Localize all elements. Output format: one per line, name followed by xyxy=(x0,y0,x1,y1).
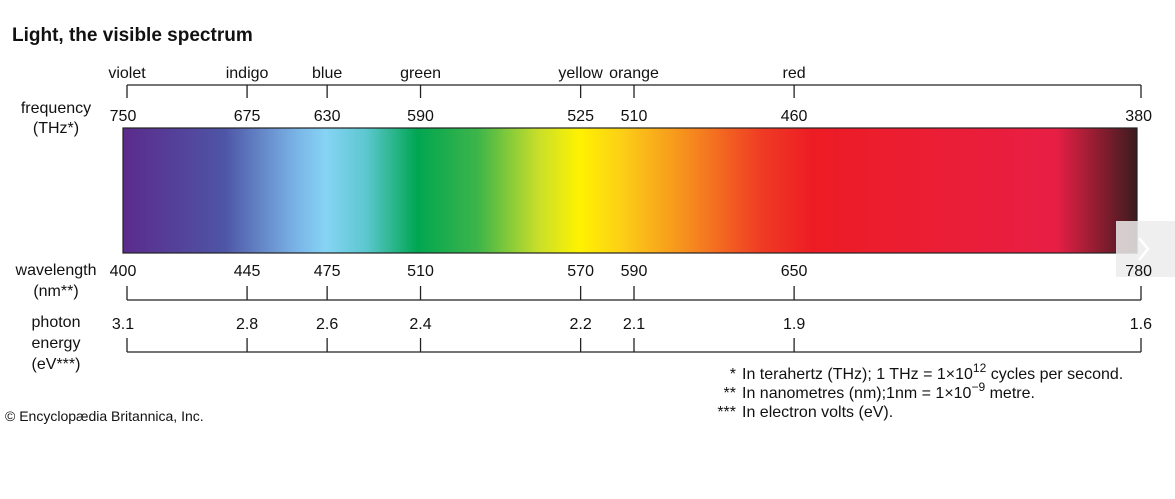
energy-label: 3.1 xyxy=(112,316,134,333)
spectrum-bar xyxy=(122,127,1138,254)
footnote-text: metre. xyxy=(985,385,1035,402)
row-label: wavelength xyxy=(15,262,97,279)
frequency-label: 525 xyxy=(567,108,594,125)
frequency-label: 510 xyxy=(621,108,648,125)
color-name: indigo xyxy=(226,65,269,82)
row-label: photon xyxy=(32,314,81,331)
footnote-text: In terahertz (THz); 1 THz = 1×10 xyxy=(742,366,973,383)
footnote-text: In electron volts (eV). xyxy=(742,404,893,421)
footnote-marker: *** xyxy=(717,404,736,421)
next-button[interactable] xyxy=(1116,221,1175,277)
wavelength-label: 780 xyxy=(1125,263,1152,280)
frequency-label: 675 xyxy=(234,108,261,125)
footnote-marker: * xyxy=(730,366,736,383)
copyright: © Encyclopædia Britannica, Inc. xyxy=(5,408,204,424)
wavelength-label: 475 xyxy=(314,263,341,280)
energy-label: 2.2 xyxy=(570,316,592,333)
wavelength-label: 650 xyxy=(781,263,808,280)
color-name: blue xyxy=(312,65,342,82)
energy-label: 2.8 xyxy=(236,316,258,333)
energy-label: 2.6 xyxy=(316,316,338,333)
color-name: green xyxy=(400,65,441,82)
footnote-sup: −9 xyxy=(971,380,985,394)
color-name: violet xyxy=(108,65,146,82)
energy-label: 1.6 xyxy=(1130,316,1152,333)
next-button-bg[interactable] xyxy=(1116,221,1175,277)
frequency-label: 460 xyxy=(781,108,808,125)
energy-label: 2.1 xyxy=(623,316,645,333)
energy-label: 2.4 xyxy=(409,316,431,333)
wavelength-label: 445 xyxy=(234,263,261,280)
frequency-label: 750 xyxy=(110,108,137,125)
footnote-marker: ** xyxy=(724,385,736,402)
frequency-label: 590 xyxy=(407,108,434,125)
footnote-text: cycles per second. xyxy=(986,366,1123,383)
row-label: (eV***) xyxy=(32,356,81,373)
row-labels: frequency (THz*) wavelength (nm**) photo… xyxy=(15,100,97,373)
footnote: In nanometres (nm);1nm = 1×10−9 metre. xyxy=(742,380,1035,402)
wavelength-label: 400 xyxy=(110,263,137,280)
next-chevron[interactable] xyxy=(1138,237,1150,261)
title: Light, the visible spectrum xyxy=(12,25,253,46)
footnotes: * In terahertz (THz); 1 THz = 1×1012 cyc… xyxy=(717,361,1123,421)
footnote-text: In nanometres (nm);1nm = 1×10 xyxy=(742,385,972,402)
wavelength-label: 570 xyxy=(567,263,594,280)
row-label: (nm**) xyxy=(33,283,78,300)
row-label: (THz*) xyxy=(33,120,79,137)
frequency-label: 630 xyxy=(314,108,341,125)
color-name: red xyxy=(783,65,806,82)
color-name: orange xyxy=(609,65,659,82)
energy-label: 1.9 xyxy=(783,316,805,333)
wavelength-label: 590 xyxy=(621,263,648,280)
wavelength-label: 510 xyxy=(407,263,434,280)
frequency-label: 380 xyxy=(1125,108,1152,125)
row-label: energy xyxy=(32,335,81,352)
footnote-sup: 12 xyxy=(973,361,987,375)
color-name: yellow xyxy=(558,65,603,82)
footnote: In terahertz (THz); 1 THz = 1×1012 cycle… xyxy=(742,361,1123,383)
row-label: frequency xyxy=(21,100,91,117)
